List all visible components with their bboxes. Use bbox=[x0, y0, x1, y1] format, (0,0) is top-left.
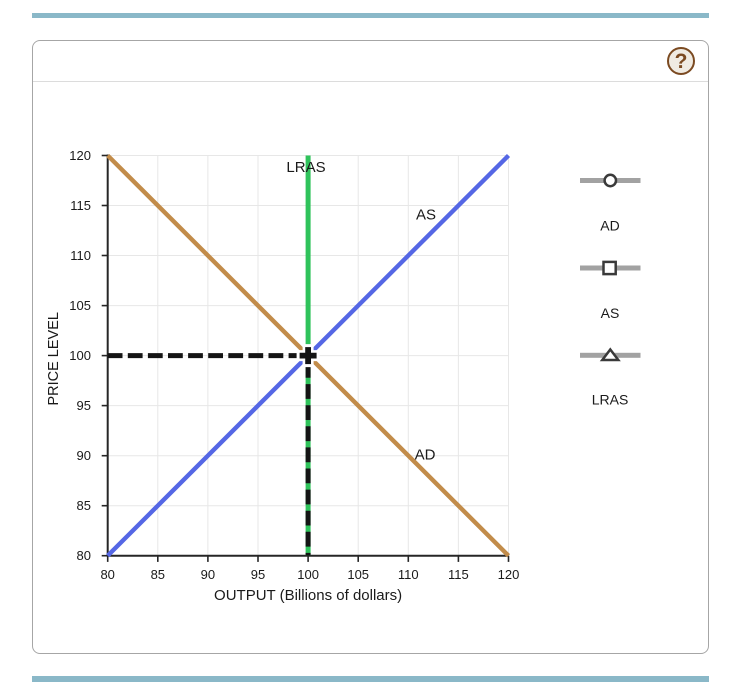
svg-text:AS: AS bbox=[601, 305, 620, 321]
svg-text:OUTPUT (Billions of dollars): OUTPUT (Billions of dollars) bbox=[214, 587, 402, 604]
svg-text:LRAS: LRAS bbox=[286, 159, 325, 176]
svg-text:80: 80 bbox=[77, 548, 91, 563]
svg-text:85: 85 bbox=[151, 567, 165, 582]
svg-text:110: 110 bbox=[70, 248, 91, 263]
svg-text:115: 115 bbox=[70, 198, 91, 213]
svg-text:90: 90 bbox=[77, 448, 91, 463]
svg-text:PRICE LEVEL: PRICE LEVEL bbox=[46, 312, 62, 406]
svg-text:120: 120 bbox=[498, 567, 520, 582]
svg-text:110: 110 bbox=[398, 567, 419, 582]
svg-text:AD: AD bbox=[415, 446, 436, 463]
svg-text:105: 105 bbox=[69, 298, 91, 313]
svg-text:AS: AS bbox=[416, 206, 436, 223]
svg-text:85: 85 bbox=[77, 498, 91, 513]
svg-text:90: 90 bbox=[201, 567, 215, 582]
svg-text:120: 120 bbox=[69, 148, 91, 163]
svg-text:105: 105 bbox=[347, 567, 369, 582]
svg-text:100: 100 bbox=[297, 567, 319, 582]
svg-text:80: 80 bbox=[100, 567, 114, 582]
svg-text:95: 95 bbox=[77, 398, 91, 413]
svg-text:LRAS: LRAS bbox=[592, 392, 629, 408]
svg-text:100: 100 bbox=[69, 348, 91, 363]
svg-text:AD: AD bbox=[600, 218, 619, 234]
svg-text:115: 115 bbox=[448, 567, 469, 582]
svg-text:95: 95 bbox=[251, 567, 265, 582]
